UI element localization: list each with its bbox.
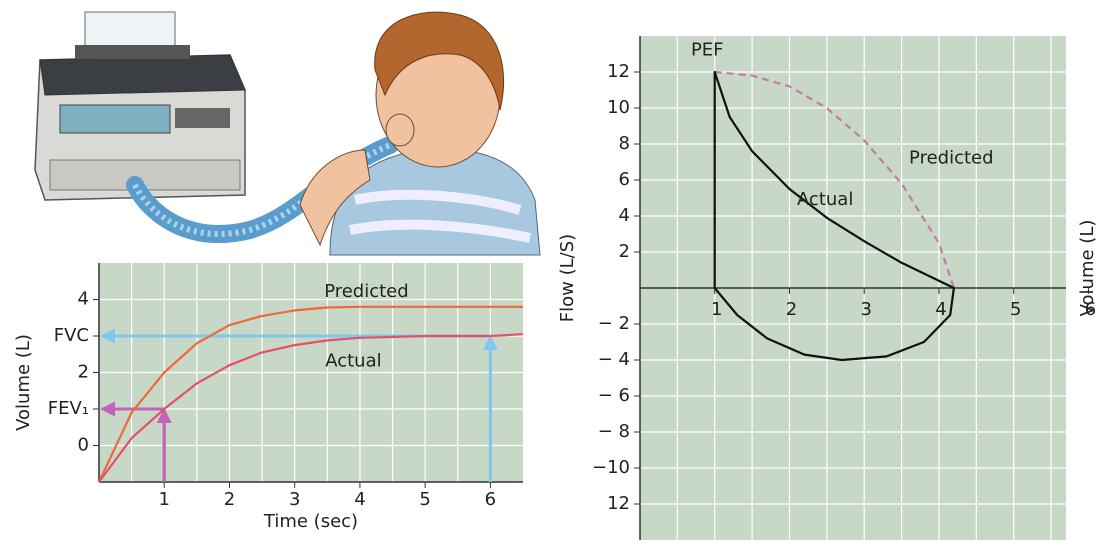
y-tick-label: FVC bbox=[54, 325, 89, 346]
y-tick-label: 12 bbox=[607, 61, 630, 82]
x-tick-label: 6 bbox=[485, 489, 496, 510]
y-tick-label: 6 bbox=[619, 169, 630, 190]
x-tick-label: 2 bbox=[786, 299, 797, 320]
x-tick-label: 3 bbox=[289, 489, 300, 510]
series-line bbox=[98, 333, 524, 483]
y-tick-label: 2 bbox=[78, 362, 89, 383]
y-tick-label: − 6 bbox=[598, 385, 630, 406]
series-label: Predicted bbox=[324, 281, 409, 302]
x-axis-label: Time (sec) bbox=[263, 511, 358, 532]
x-tick-label: 5 bbox=[419, 489, 430, 510]
y-tick-label: 10 bbox=[607, 97, 630, 118]
y-tick-label: −10 bbox=[592, 457, 630, 478]
spirometer-illustration bbox=[34, 11, 541, 256]
series-line bbox=[713, 70, 955, 362]
series-line bbox=[98, 305, 523, 483]
x-tick-label: 1 bbox=[159, 489, 170, 510]
x-tick-label: 5 bbox=[1010, 299, 1021, 320]
y-tick-label: FEV₁ bbox=[48, 398, 89, 419]
y-axis-label: Volume (L) bbox=[13, 334, 34, 431]
x-tick-label: 3 bbox=[860, 299, 871, 320]
series-label: Actual bbox=[797, 189, 853, 210]
series-label: Actual bbox=[325, 351, 381, 372]
y-tick-label: − 2 bbox=[598, 313, 630, 334]
x-tick-label: 2 bbox=[224, 489, 235, 510]
y-tick-label: − 4 bbox=[598, 349, 630, 370]
x-tick-label: 4 bbox=[935, 299, 946, 320]
x-tick-label: 6 bbox=[1085, 299, 1096, 320]
series-line bbox=[714, 70, 955, 289]
y-tick-label: 4 bbox=[78, 289, 89, 310]
y-tick-label: 0 bbox=[78, 435, 89, 456]
y-tick-label: 4 bbox=[619, 205, 630, 226]
x-tick-label: 4 bbox=[354, 489, 365, 510]
x-axis-label: Volume (L) bbox=[1077, 220, 1098, 317]
series-label: Predicted bbox=[909, 147, 994, 168]
y-tick-label: 12 bbox=[607, 493, 630, 514]
x-tick-label: 1 bbox=[711, 299, 722, 320]
y-tick-label: 2 bbox=[619, 241, 630, 262]
y-tick-label: 8 bbox=[619, 133, 630, 154]
y-tick-label: − 8 bbox=[598, 421, 630, 442]
annotation: PEF bbox=[691, 39, 724, 60]
y-axis-label: Flow (L/S) bbox=[557, 234, 578, 322]
